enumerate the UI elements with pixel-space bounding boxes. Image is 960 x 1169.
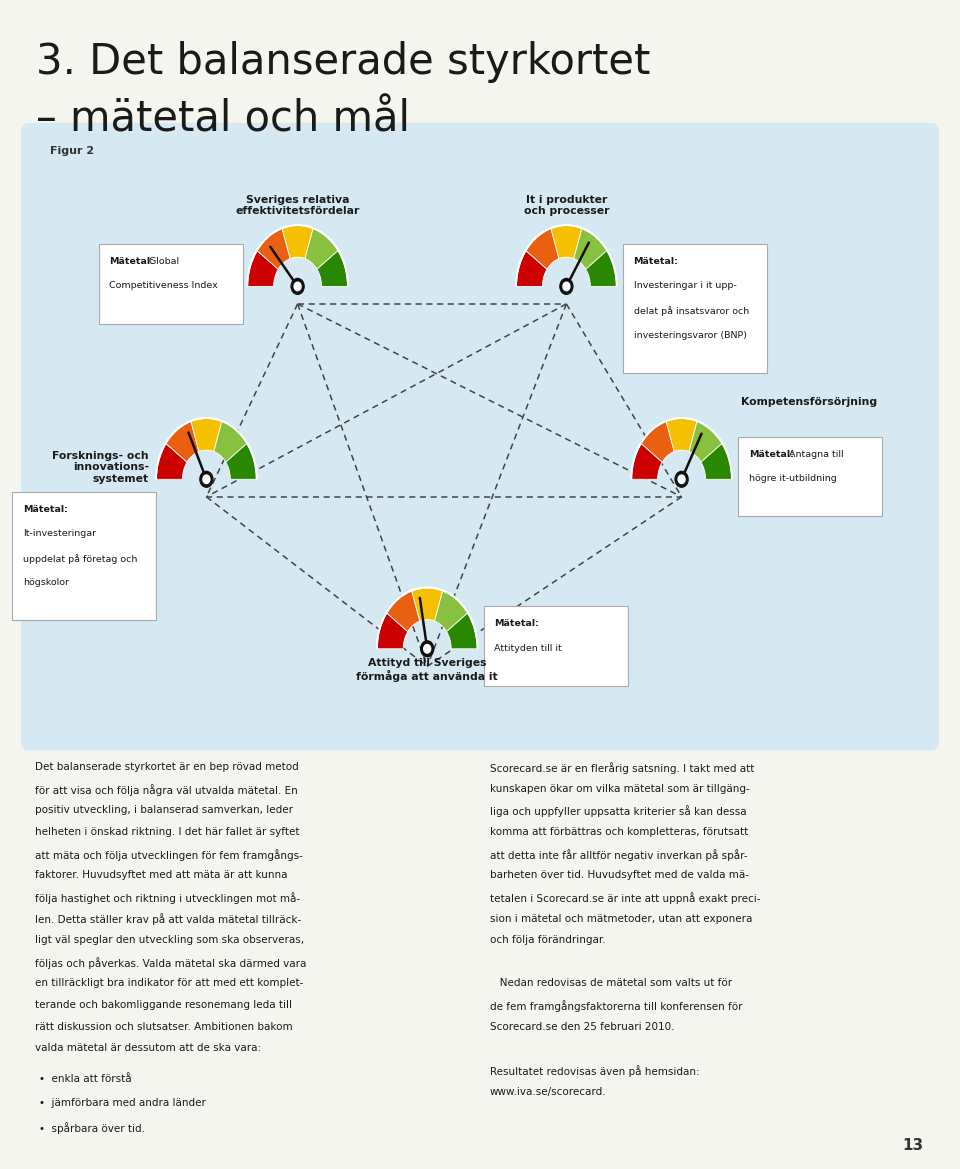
Text: att detta inte får alltför negativ inverkan på spår-: att detta inte får alltför negativ inver…: [490, 849, 747, 860]
Wedge shape: [377, 613, 408, 649]
Wedge shape: [317, 250, 348, 286]
Text: ligt väl speglar den utveckling som ska observeras,: ligt väl speglar den utveckling som ska …: [35, 935, 303, 946]
Circle shape: [291, 278, 304, 295]
Text: för att visa och följa några väl utvalda mätetal. En: för att visa och följa några väl utvalda…: [35, 784, 298, 796]
Wedge shape: [214, 422, 247, 462]
Text: Antagna till: Antagna till: [785, 450, 843, 458]
Text: Scorecard.se den 25 februari 2010.: Scorecard.se den 25 februari 2010.: [490, 1022, 674, 1032]
Text: Sveriges relativa
effektivitetsfördelar: Sveriges relativa effektivitetsfördelar: [235, 195, 360, 216]
Text: Mätetal:: Mätetal:: [494, 620, 540, 628]
Wedge shape: [156, 443, 187, 479]
Text: delat på insatsvaror och: delat på insatsvaror och: [634, 306, 749, 316]
Text: Mätetal:: Mätetal:: [634, 257, 679, 265]
Text: Competitiveness Index: Competitiveness Index: [109, 282, 218, 290]
Text: Global: Global: [146, 257, 180, 265]
Text: It-investeringar: It-investeringar: [23, 530, 96, 538]
Wedge shape: [435, 592, 468, 631]
Wedge shape: [666, 419, 697, 451]
Circle shape: [294, 282, 301, 291]
Text: faktorer. Huvudsyftet med att mäta är att kunna: faktorer. Huvudsyftet med att mäta är at…: [35, 870, 287, 880]
Text: tetalen i Scorecard.se är inte att uppnå exakt preci-: tetalen i Scorecard.se är inte att uppnå…: [490, 892, 760, 904]
Wedge shape: [526, 229, 559, 269]
Circle shape: [678, 475, 685, 484]
Text: Scorecard.se är en flerårig satsning. I takt med att: Scorecard.se är en flerårig satsning. I …: [490, 762, 754, 774]
Text: och följa förändringar.: och följa förändringar.: [490, 935, 605, 946]
Circle shape: [563, 282, 570, 291]
Text: komma att förbättras och kompletteras, förutsatt: komma att förbättras och kompletteras, f…: [490, 828, 748, 837]
Text: – mätetal och mål: – mätetal och mål: [36, 98, 411, 140]
Text: Attityden till it: Attityden till it: [494, 644, 563, 652]
Circle shape: [200, 471, 213, 487]
Text: It i produkter
och processer: It i produkter och processer: [523, 195, 610, 216]
Circle shape: [423, 644, 431, 653]
Text: följa hastighet och riktning i utvecklingen mot må-: följa hastighet och riktning i utvecklin…: [35, 892, 300, 904]
Text: Det balanserade styrkortet är en bep rövad metod: Det balanserade styrkortet är en bep röv…: [35, 762, 299, 773]
Wedge shape: [632, 443, 662, 479]
Circle shape: [420, 641, 434, 657]
Text: en tillräckligt bra indikator för att med ett komplet-: en tillräckligt bra indikator för att me…: [35, 978, 303, 989]
Wedge shape: [689, 422, 722, 462]
FancyBboxPatch shape: [484, 607, 628, 686]
Text: liga och uppfyller uppsatta kriterier så kan dessa: liga och uppfyller uppsatta kriterier så…: [490, 805, 746, 817]
Text: 13: 13: [902, 1137, 924, 1153]
Wedge shape: [248, 250, 278, 286]
Wedge shape: [166, 422, 199, 462]
Wedge shape: [586, 250, 616, 286]
Wedge shape: [701, 443, 732, 479]
Text: kunskapen ökar om vilka mätetal som är tillgäng-: kunskapen ökar om vilka mätetal som är t…: [490, 784, 750, 794]
Text: Mätetal:: Mätetal:: [749, 450, 794, 458]
Wedge shape: [191, 419, 222, 451]
Text: •  enkla att förstå: • enkla att förstå: [39, 1074, 132, 1085]
Text: högskolor: högskolor: [23, 579, 69, 587]
Wedge shape: [387, 592, 420, 631]
FancyBboxPatch shape: [623, 244, 767, 373]
Text: valda mätetal är dessutom att de ska vara:: valda mätetal är dessutom att de ska var…: [35, 1044, 261, 1053]
Text: Attityd till Sveriges
förmåga att använda it: Attityd till Sveriges förmåga att använd…: [356, 658, 498, 683]
Circle shape: [203, 475, 210, 484]
Wedge shape: [412, 588, 443, 621]
Text: rätt diskussion och slutsatser. Ambitionen bakom: rätt diskussion och slutsatser. Ambition…: [35, 1022, 292, 1032]
Wedge shape: [226, 443, 256, 479]
Text: •  jämförbara med andra länder: • jämförbara med andra länder: [39, 1098, 206, 1108]
Text: positiv utveckling, i balanserad samverkan, leder: positiv utveckling, i balanserad samverk…: [35, 805, 293, 816]
Wedge shape: [446, 613, 477, 649]
Text: •  spårbara över tid.: • spårbara över tid.: [39, 1122, 145, 1134]
Text: Forsknings- och
innovations-
systemet: Forsknings- och innovations- systemet: [52, 450, 149, 484]
Text: Nedan redovisas de mätetal som valts ut för: Nedan redovisas de mätetal som valts ut …: [490, 978, 732, 989]
Text: investeringsvaror (BNP): investeringsvaror (BNP): [634, 331, 747, 339]
Text: Kompetensförsörjning: Kompetensförsörjning: [741, 396, 877, 407]
Text: Mätetal:: Mätetal:: [23, 505, 68, 513]
Text: Investeringar i it upp-: Investeringar i it upp-: [634, 282, 736, 290]
Text: sion i mätetal och mätmetoder, utan att exponera: sion i mätetal och mätmetoder, utan att …: [490, 914, 752, 924]
Text: Mätetal:: Mätetal:: [109, 257, 155, 265]
Text: följas och påverkas. Valda mätetal ska därmed vara: följas och påverkas. Valda mätetal ska d…: [35, 956, 306, 969]
Text: uppdelat på företag och: uppdelat på företag och: [23, 554, 137, 563]
Text: 3. Det balanserade styrkortet: 3. Det balanserade styrkortet: [36, 41, 651, 83]
Circle shape: [560, 278, 573, 295]
Wedge shape: [574, 229, 607, 269]
Wedge shape: [516, 250, 547, 286]
FancyBboxPatch shape: [738, 437, 882, 517]
Wedge shape: [551, 226, 582, 258]
Text: len. Detta ställer krav på att valda mätetal tillräck-: len. Detta ställer krav på att valda mät…: [35, 914, 300, 926]
Text: terande och bakomliggande resonemang leda till: terande och bakomliggande resonemang led…: [35, 1001, 292, 1010]
FancyBboxPatch shape: [12, 492, 156, 621]
Text: att mäta och följa utvecklingen för fem framgångs-: att mäta och följa utvecklingen för fem …: [35, 849, 302, 860]
Text: barheten över tid. Huvudsyftet med de valda mä-: barheten över tid. Huvudsyftet med de va…: [490, 870, 749, 880]
Text: de fem framgångsfaktorerna till konferensen för: de fem framgångsfaktorerna till konferen…: [490, 1001, 742, 1012]
Text: helheten i önskad riktning. I det här fallet är syftet: helheten i önskad riktning. I det här fa…: [35, 828, 300, 837]
Wedge shape: [282, 226, 313, 258]
Circle shape: [675, 471, 688, 487]
Text: www.iva.se/scorecard.: www.iva.se/scorecard.: [490, 1087, 606, 1097]
Text: högre it-utbildning: högre it-utbildning: [749, 475, 836, 483]
Wedge shape: [305, 229, 338, 269]
Text: Figur 2: Figur 2: [50, 146, 94, 157]
Text: Resultatet redovisas även på hemsidan:: Resultatet redovisas även på hemsidan:: [490, 1065, 699, 1077]
FancyBboxPatch shape: [21, 123, 939, 750]
Wedge shape: [641, 422, 674, 462]
FancyBboxPatch shape: [99, 244, 243, 324]
Wedge shape: [257, 229, 290, 269]
